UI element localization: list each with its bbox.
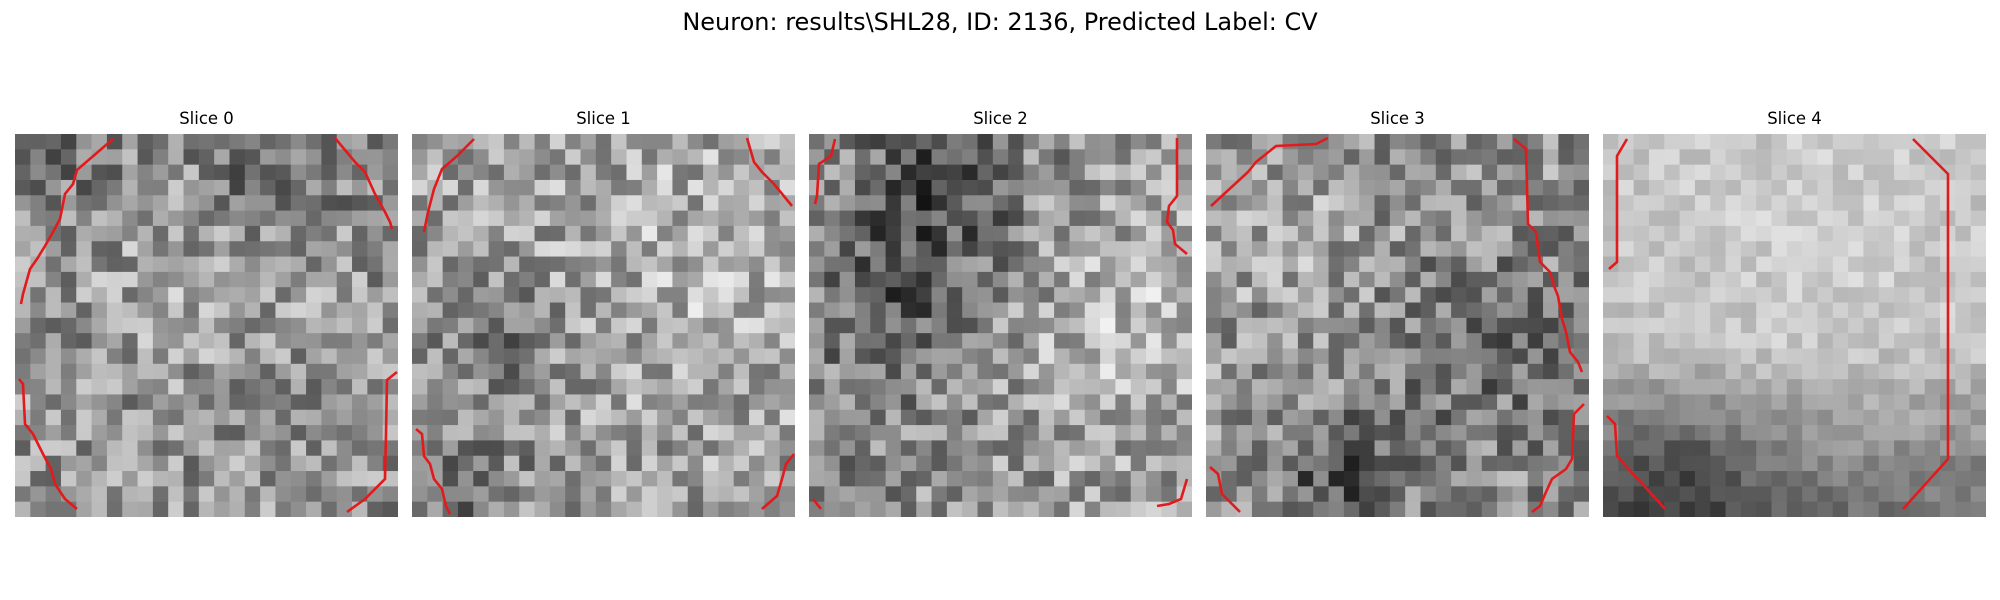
slice-4-pixel-grid bbox=[1603, 134, 1986, 517]
slice-3-contour-right bbox=[1513, 138, 1584, 373]
slice-3-contour-bottom-left bbox=[1209, 466, 1241, 513]
slice-2-image bbox=[809, 134, 1192, 517]
slice-4-title: Slice 4 bbox=[1767, 109, 1822, 128]
slice-0-contour-top-left bbox=[19, 138, 114, 305]
slice-4-contour-bottom-left bbox=[1606, 415, 1666, 510]
slice-1-contour-top-left bbox=[422, 138, 475, 233]
slice-3-contours bbox=[1209, 136, 1585, 514]
slice-1-contour-bottom-left bbox=[415, 428, 452, 515]
slice-0-image bbox=[15, 134, 398, 517]
slice-1-title: Slice 1 bbox=[576, 109, 631, 128]
slice-2-contours bbox=[811, 138, 1189, 510]
slice-4-contours bbox=[1606, 138, 1950, 510]
slice-2-title: Slice 2 bbox=[973, 109, 1028, 128]
slice-1-contour-bottom-right bbox=[761, 453, 795, 510]
figure-title: Neuron: results\SHL28, ID: 2136, Predict… bbox=[682, 8, 1318, 36]
slice-0-title: Slice 0 bbox=[179, 109, 234, 128]
slice-2-contour-bottom-right bbox=[1156, 478, 1189, 508]
slice-3-pixel-grid bbox=[1206, 134, 1589, 517]
slice-4-contour-left bbox=[1608, 138, 1629, 270]
slice-2-pixel-grid bbox=[809, 134, 1192, 517]
slice-4-image bbox=[1603, 134, 1986, 517]
slice-0-contours bbox=[17, 137, 398, 514]
slice-3-title: Slice 3 bbox=[1370, 109, 1425, 128]
slice-0-contour-bottom-right bbox=[346, 370, 398, 514]
slice-0-pixel-grid bbox=[15, 134, 398, 517]
slice-3-contour-bottom-right bbox=[1531, 403, 1585, 514]
slice-0-contour-top-right bbox=[334, 137, 394, 230]
slice-1-contour-top-right bbox=[745, 137, 794, 207]
slice-2-contour-top-right bbox=[1165, 138, 1188, 255]
slice-3-image bbox=[1206, 134, 1589, 517]
slice-2-contour-bottom-left bbox=[811, 498, 823, 510]
slice-1-contours bbox=[415, 137, 795, 515]
slice-4-contour-right bbox=[1902, 138, 1950, 510]
slice-2-contour-top-left bbox=[813, 138, 837, 205]
slice-3-contour-top-left bbox=[1210, 136, 1329, 207]
slice-0-contour-bottom-left bbox=[17, 378, 78, 510]
slice-1-pixel-grid bbox=[412, 134, 795, 517]
slice-1-image bbox=[412, 134, 795, 517]
